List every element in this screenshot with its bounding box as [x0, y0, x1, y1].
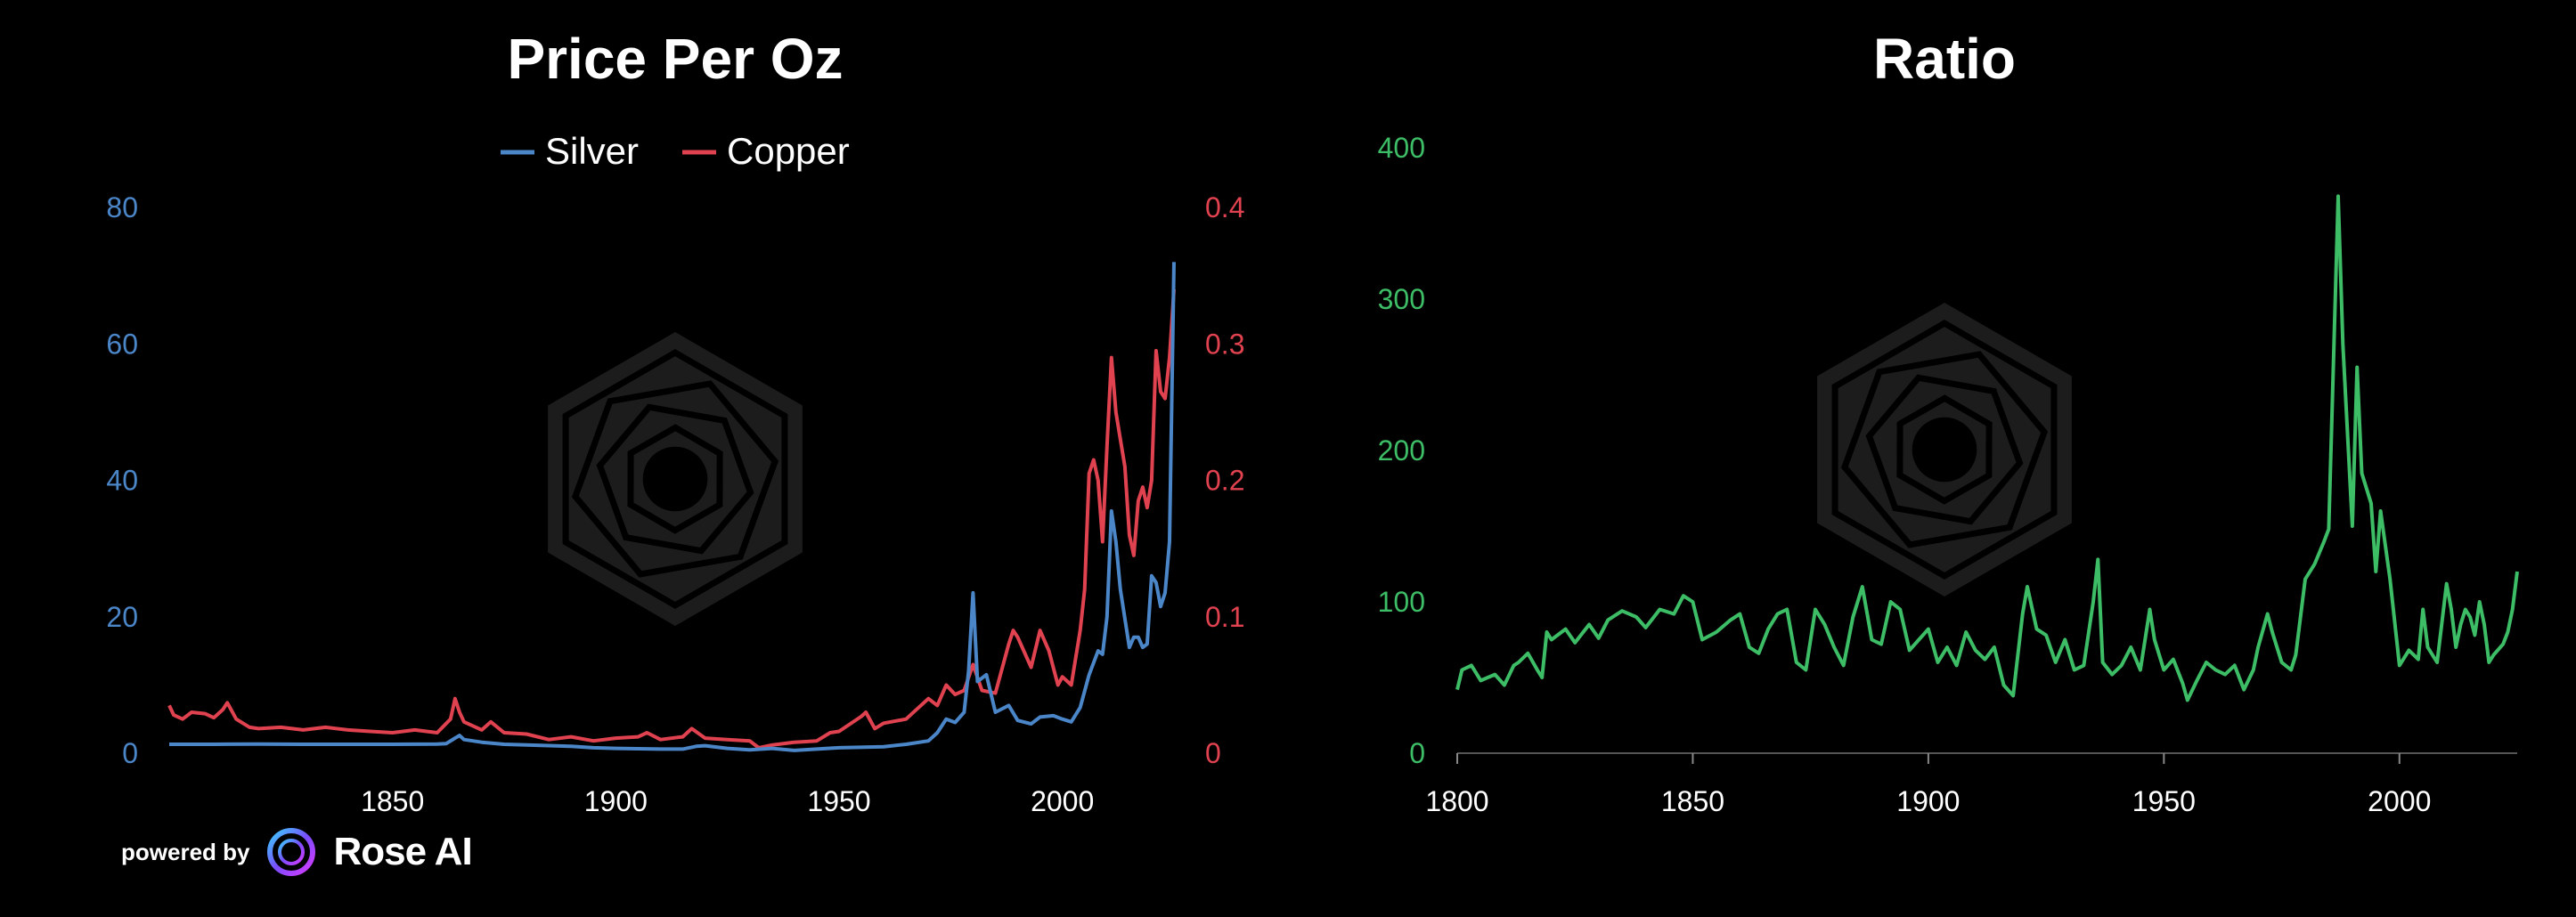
- y-tick-label-left: 40: [106, 465, 138, 497]
- x-tick-label: 1800: [1425, 785, 1488, 817]
- right-y-axis: 0 0.1 0.2 0.3 0.4: [1205, 191, 1244, 769]
- y-tick-label: 100: [1378, 586, 1425, 618]
- series-line-copper: [167, 288, 1176, 750]
- x-tick-label: 2000: [2368, 785, 2431, 817]
- x-tick-label: 1850: [361, 785, 424, 817]
- x-axis: 1800 1850 1900 1950 2000: [1425, 753, 2431, 817]
- series-line-ratio: [1455, 194, 2519, 702]
- left-y-axis: 0 20 40 60 80: [106, 191, 138, 769]
- y-tick-label: 200: [1378, 434, 1425, 467]
- watermark-logo-icon: [548, 332, 803, 626]
- y-tick-label-right: 0.3: [1205, 328, 1244, 360]
- y-tick-label-left: 0: [122, 737, 138, 769]
- price-per-oz-chart: Price Per Oz Silver Copper 0 20 40 60 80 0 0.…: [106, 27, 1244, 817]
- y-tick-label-left: 60: [106, 328, 138, 360]
- y-tick-label-right: 0.2: [1205, 465, 1244, 497]
- x-tick-label: 1950: [807, 785, 870, 817]
- chart-title: Ratio: [1873, 27, 2016, 91]
- watermark-logo-icon: [1817, 303, 2072, 596]
- legend: Silver Copper: [501, 130, 850, 172]
- y-tick-label-right: 0.1: [1205, 601, 1244, 633]
- x-tick-label: 2000: [1031, 785, 1094, 817]
- y-tick-label-left: 20: [106, 601, 138, 633]
- ratio-chart: Ratio 0 100 200 300 400 1800 1850 1900 1950 2000: [1378, 27, 2519, 817]
- x-tick-label: 1900: [1896, 785, 1960, 817]
- y-tick-label-right: 0.4: [1205, 191, 1244, 223]
- y-tick-label-left: 80: [106, 191, 138, 223]
- y-tick-label-right: 0: [1205, 737, 1221, 769]
- x-tick-label: 1950: [2132, 785, 2196, 817]
- series-line-silver: [169, 262, 1176, 752]
- legend-label-copper: Copper: [727, 130, 850, 172]
- plot-area: [167, 262, 1176, 752]
- chart-title: Price Per Oz: [507, 27, 843, 91]
- brand-name: Rose AI: [333, 830, 472, 873]
- x-tick-label: 1900: [584, 785, 648, 817]
- y-tick-label: 400: [1378, 132, 1425, 164]
- powered-by-label: powered by: [121, 838, 250, 865]
- rose-ai-logo-icon: [267, 828, 316, 876]
- y-tick-label: 0: [1409, 737, 1425, 769]
- y-axis: 0 100 200 300 400: [1378, 132, 1425, 769]
- legend-label-silver: Silver: [545, 130, 639, 172]
- brand-footer: powered by Rose AI: [121, 826, 473, 878]
- x-tick-label: 1850: [1661, 785, 1724, 817]
- plot-area: [1455, 194, 2519, 702]
- y-tick-label: 300: [1378, 283, 1425, 315]
- x-axis: 1850 1900 1950 2000: [361, 785, 1094, 817]
